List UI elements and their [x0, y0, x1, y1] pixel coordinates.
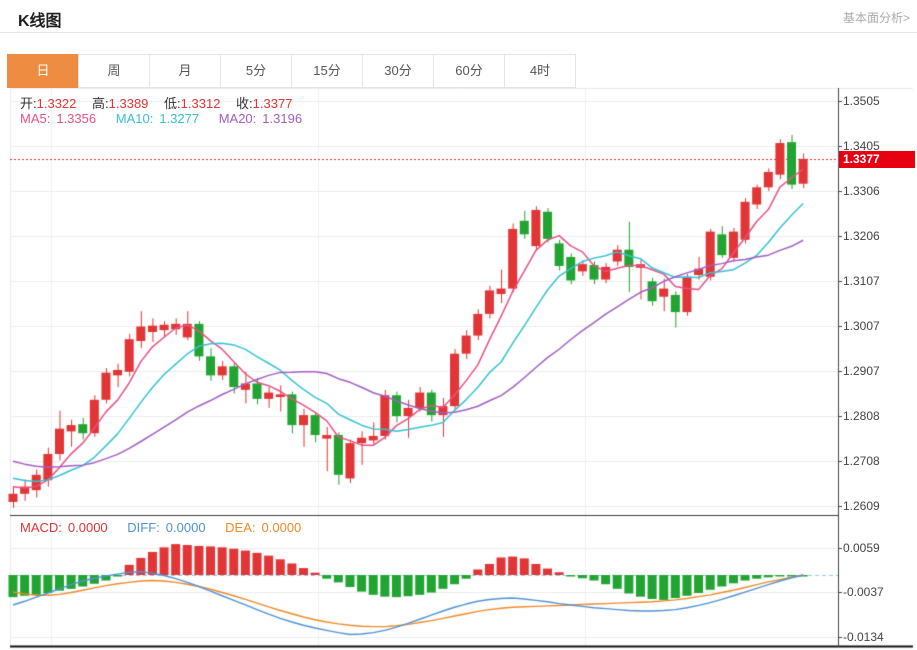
ma-row: MA5: 1.3356 MA10: 1.3277 MA20: 1.3196: [20, 111, 308, 126]
tab-4hour[interactable]: 4时: [504, 54, 576, 88]
ma10-value: 1.3277: [159, 111, 200, 126]
high-label: 高:: [92, 96, 109, 111]
open-label: 开:: [20, 96, 37, 111]
macd-label: MACD:: [20, 520, 62, 535]
price-axis-tick-label: 1.2808: [843, 409, 880, 423]
ohlc-row: 开:1.3322 高:1.3389 低:1.3312 收:1.3377: [20, 93, 304, 112]
price-axis-tick-label: 1.2708: [843, 454, 880, 468]
tab-week[interactable]: 周: [78, 54, 150, 88]
ma5-value: 1.3356: [56, 111, 97, 126]
fundamental-analysis-link[interactable]: 基本面分析>: [842, 11, 910, 25]
price-axis-tick-label: 1.2609: [843, 499, 880, 513]
low-value: 1.3312: [180, 96, 221, 111]
price-axis-tick-label: 1.3505: [843, 94, 880, 108]
close-label: 收:: [236, 96, 253, 111]
diff-value: 0.0000: [165, 520, 206, 535]
tab-60min[interactable]: 60分: [433, 54, 505, 88]
price-axis-tick-label: 1.2907: [843, 364, 880, 378]
tab-15min[interactable]: 15分: [291, 54, 363, 88]
macd-axis-tick-label: 0.0059: [843, 541, 880, 555]
open-value: 1.3322: [36, 96, 77, 111]
dea-value: 0.0000: [261, 520, 302, 535]
ma10-label: MA10:: [115, 111, 154, 126]
ma5-label: MA5:: [20, 111, 51, 126]
macd-axis-tick-label: -0.0134: [843, 630, 884, 644]
dea-label: DEA:: [225, 520, 256, 535]
high-value: 1.3389: [108, 96, 149, 111]
timeframe-tabbar: 日 周 月 5分 15分 30分 60分 4时: [7, 54, 576, 88]
tab-30min[interactable]: 30分: [362, 54, 434, 88]
last-price-tag: 1.3377: [839, 151, 915, 168]
price-axis-tick-label: 1.3206: [843, 229, 880, 243]
price-axis-tick-label: 1.3107: [843, 274, 880, 288]
price-axis-tick-label: 1.3007: [843, 319, 880, 333]
diff-label: DIFF:: [127, 520, 160, 535]
price-axis-tick-label: 1.3405: [843, 139, 880, 153]
close-value: 1.3377: [252, 96, 293, 111]
header-divider: [0, 32, 917, 33]
low-label: 低:: [164, 96, 181, 111]
tab-5min[interactable]: 5分: [220, 54, 292, 88]
page-title: K线图: [18, 13, 62, 30]
ma20-label: MA20:: [218, 111, 257, 126]
price-axis-tick-label: 1.3306: [843, 184, 880, 198]
macd-axis-tick-label: -0.0037: [843, 585, 884, 599]
macd-label-row: MACD: 0.0000 DIFF: 0.0000 DEA: 0.0000: [20, 520, 307, 535]
ma20-value: 1.3196: [262, 111, 303, 126]
tab-month[interactable]: 月: [149, 54, 221, 88]
tab-day[interactable]: 日: [7, 54, 79, 88]
macd-value: 0.0000: [67, 520, 108, 535]
